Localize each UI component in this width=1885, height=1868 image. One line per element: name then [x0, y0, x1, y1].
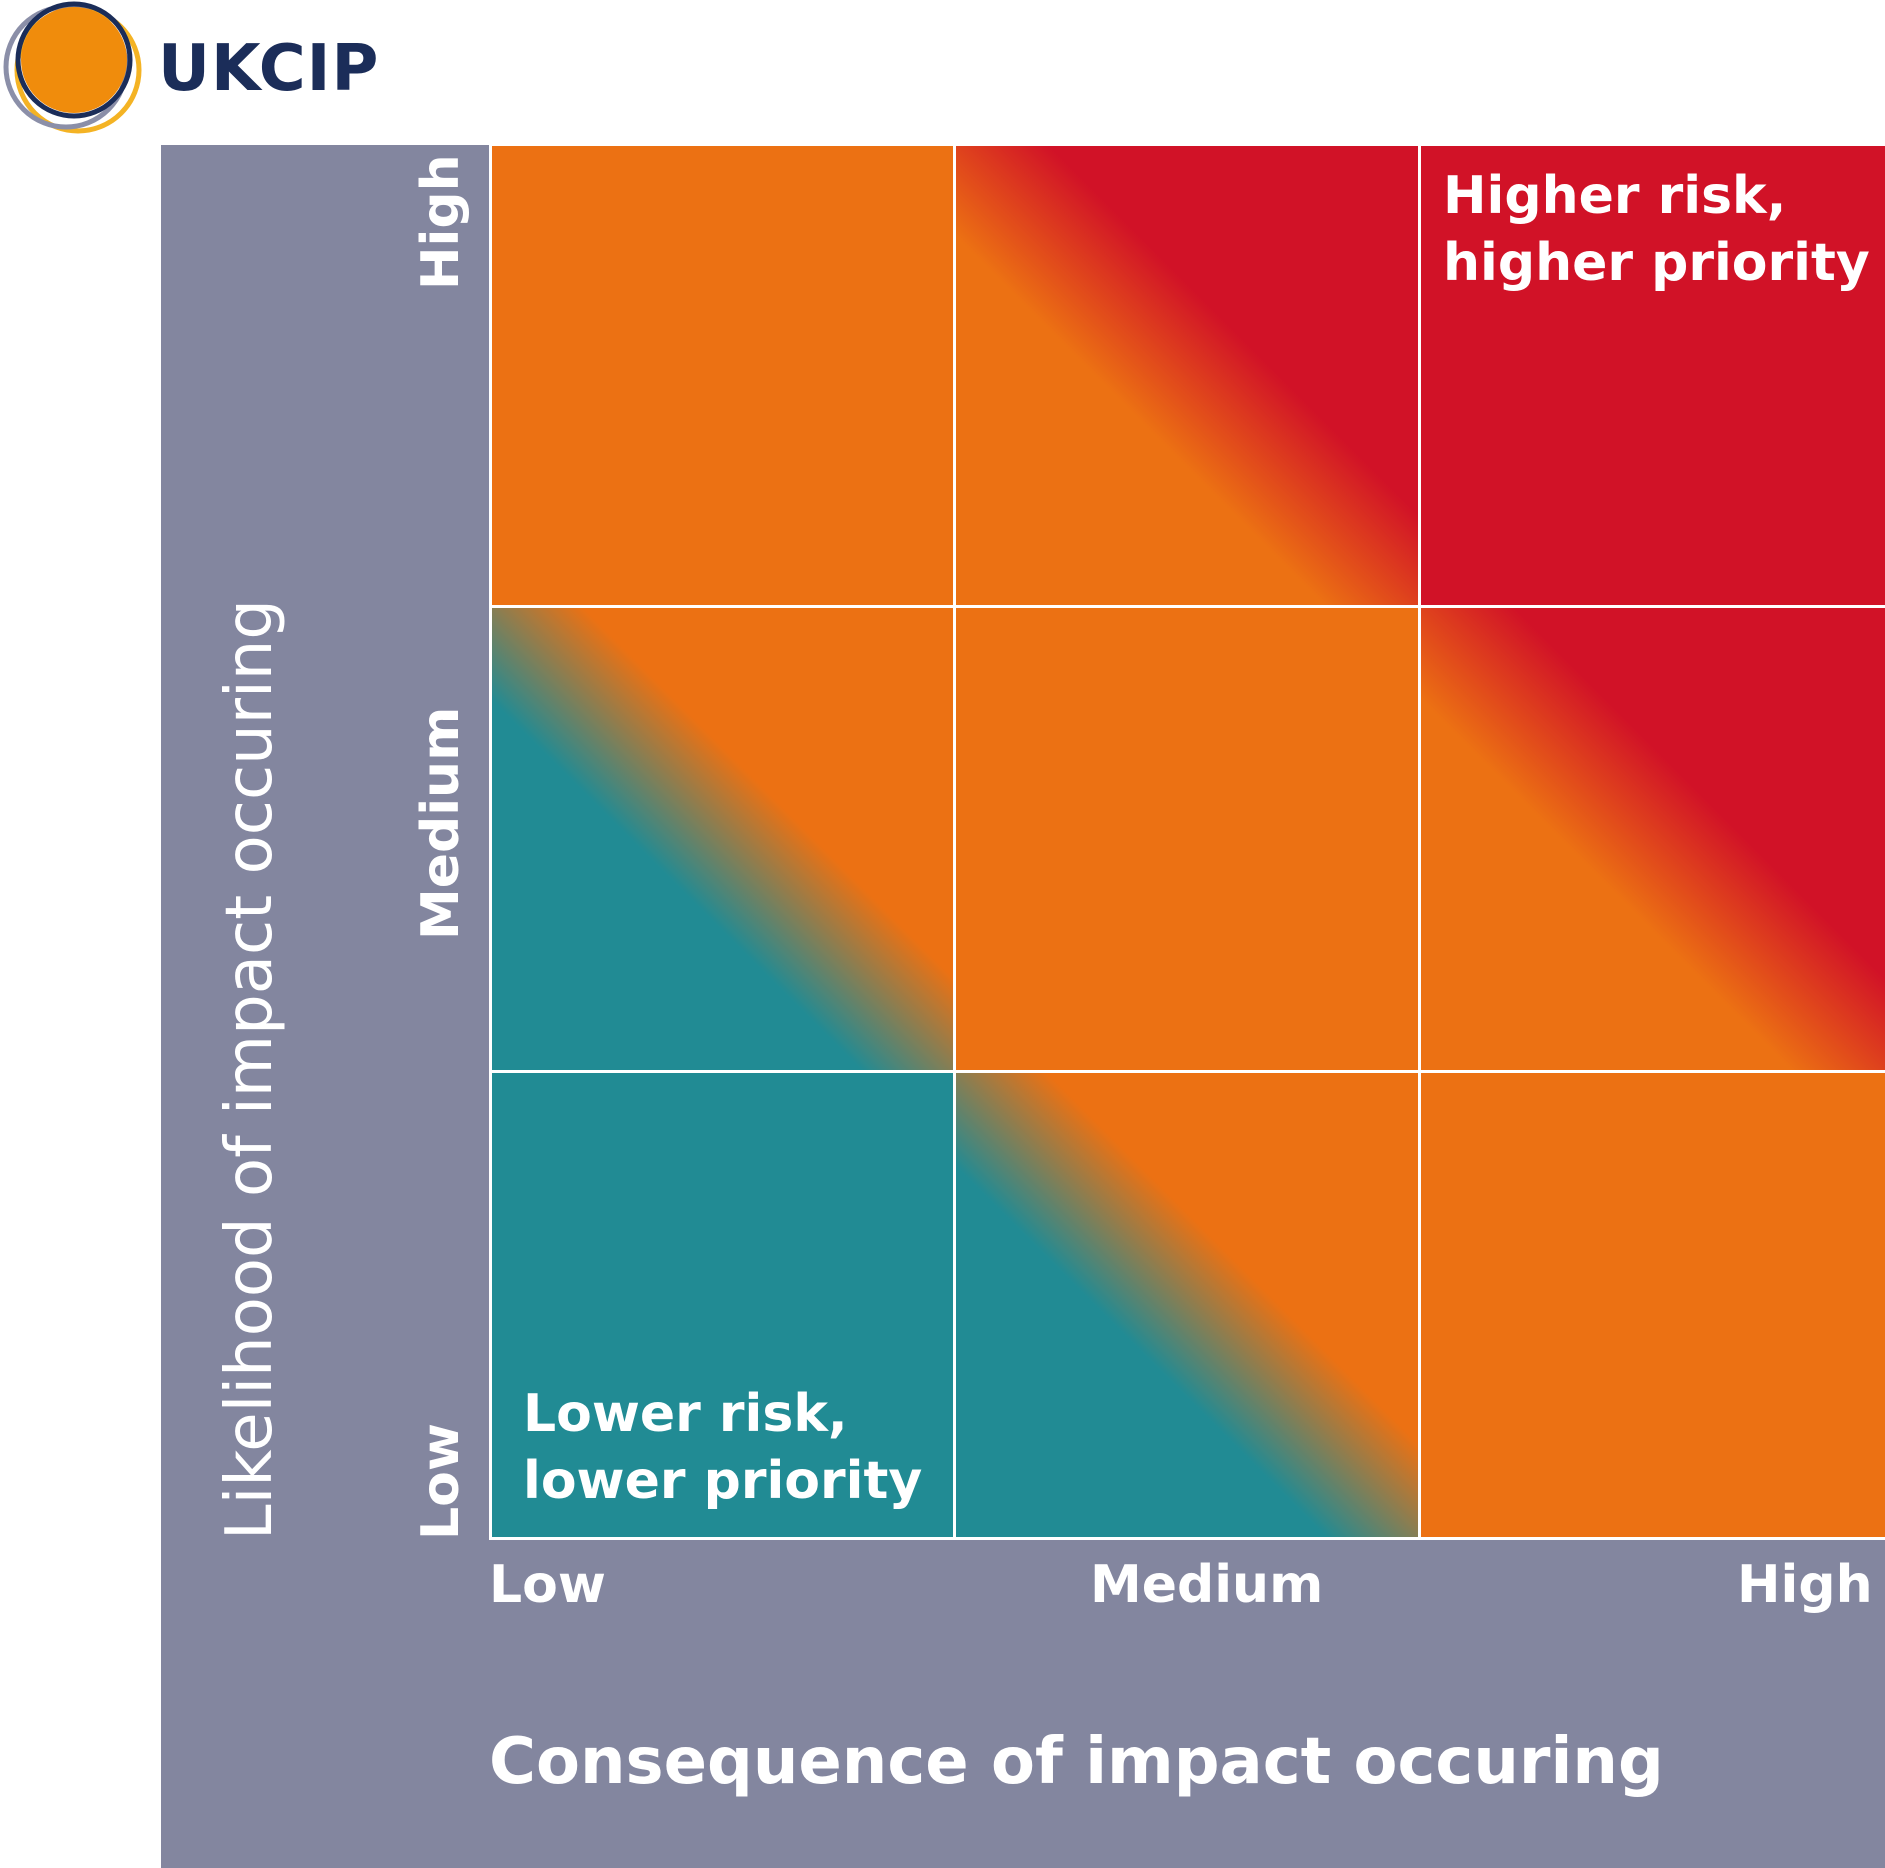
- cell-medium-likelihood-high-consequence: [1421, 608, 1885, 1070]
- logo-circles-icon: [3, 1, 142, 134]
- cell-high-likelihood-medium-consequence: [956, 146, 1418, 605]
- y-tick-medium: Medium: [411, 706, 471, 940]
- cell-high-likelihood-high-consequence: Higher risk, higher priority: [1421, 146, 1885, 605]
- lower-risk-label: Lower risk, lower priority: [523, 1384, 923, 1511]
- cell-medium-likelihood-medium-consequence: [956, 608, 1418, 1070]
- y-tick-low: Low: [411, 1423, 471, 1540]
- cell-medium-likelihood-low-consequence: [492, 608, 953, 1070]
- cell-low-likelihood-medium-consequence: [956, 1073, 1418, 1537]
- x-axis-label: Consequence of impact occuring: [489, 1725, 1664, 1799]
- cell-low-likelihood-low-consequence: Lower risk, lower priority: [492, 1073, 953, 1537]
- cell-high-likelihood-low-consequence: [492, 146, 953, 605]
- x-tick-medium: Medium: [1090, 1555, 1324, 1615]
- risk-matrix: Higher risk, higher priority Lower risk,…: [489, 143, 1885, 1540]
- higher-risk-label: Higher risk, higher priority: [1443, 166, 1870, 293]
- y-axis-label: Likelihood of impact occuring: [213, 599, 287, 1540]
- logo-wordmark: UKCIP: [158, 32, 380, 106]
- y-tick-high: High: [411, 154, 471, 290]
- cell-low-likelihood-high-consequence: [1421, 1073, 1885, 1537]
- ukcip-logo: UKCIP: [0, 0, 380, 145]
- x-tick-high: High: [1737, 1555, 1873, 1615]
- x-tick-low: Low: [489, 1555, 606, 1615]
